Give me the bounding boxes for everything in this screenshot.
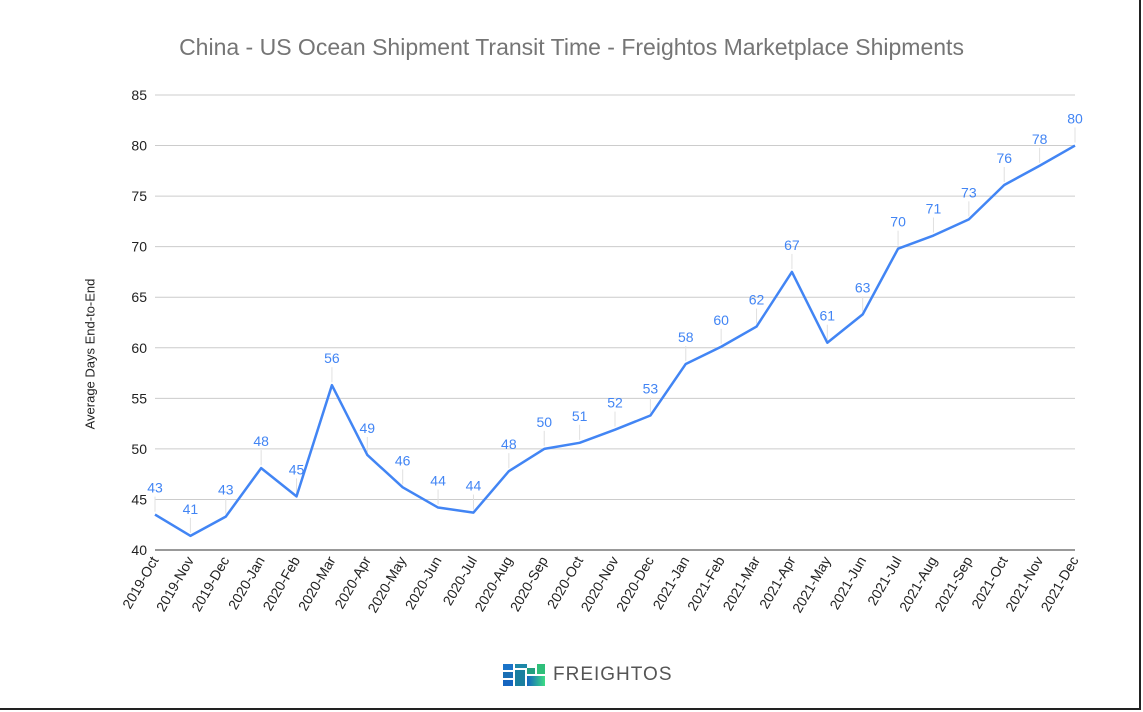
- data-label: 49: [360, 420, 376, 436]
- y-tick-label: 45: [131, 491, 147, 507]
- data-label: 43: [218, 482, 234, 498]
- data-label: 61: [820, 308, 836, 324]
- y-tick-label: 55: [131, 390, 147, 406]
- data-label: 56: [324, 350, 340, 366]
- y-tick-label: 60: [131, 340, 147, 356]
- y-tick-label: 50: [131, 441, 147, 457]
- data-label: 50: [536, 414, 552, 430]
- data-label: 48: [501, 436, 517, 452]
- data-label: 51: [572, 408, 588, 424]
- data-label: 73: [961, 184, 977, 200]
- y-tick-label: 65: [131, 289, 147, 305]
- freightos-logo-icon: [503, 664, 545, 686]
- data-label: 62: [749, 292, 765, 308]
- data-label: 45: [289, 461, 305, 477]
- data-label: 78: [1032, 131, 1048, 147]
- logo-text: FREIGHTOS: [553, 664, 673, 685]
- data-label: 53: [643, 381, 659, 397]
- data-label: 76: [996, 150, 1012, 166]
- data-label: 44: [430, 473, 446, 489]
- data-label: 63: [855, 279, 871, 295]
- data-label: 60: [713, 312, 729, 328]
- data-label: 71: [926, 201, 942, 217]
- data-label: 44: [466, 478, 482, 494]
- freightos-logo: FREIGHTOS: [503, 664, 673, 686]
- y-tick-label: 40: [131, 542, 147, 558]
- data-label: 67: [784, 237, 800, 253]
- data-label: 48: [253, 433, 269, 449]
- y-tick-label: 80: [131, 138, 147, 154]
- data-label: 80: [1067, 111, 1083, 127]
- data-label: 43: [147, 480, 163, 496]
- data-label: 58: [678, 329, 694, 345]
- data-label: 41: [183, 501, 199, 517]
- y-tick-label: 75: [131, 188, 147, 204]
- chart-title: China - US Ocean Shipment Transit Time -…: [179, 34, 964, 60]
- series-line: [154, 144, 1076, 538]
- y-tick-label: 85: [131, 87, 147, 103]
- data-label: 70: [890, 214, 906, 230]
- data-label: 46: [395, 452, 411, 468]
- y-tick-label: 70: [131, 239, 147, 255]
- data-label: 52: [607, 395, 623, 411]
